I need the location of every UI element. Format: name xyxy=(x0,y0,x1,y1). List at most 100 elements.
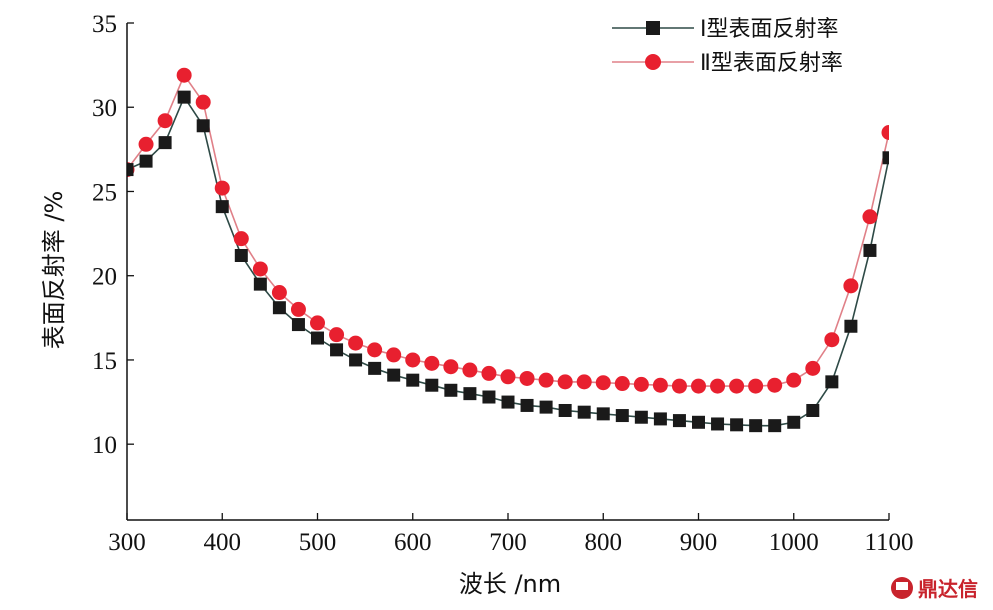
data-point-series-2 xyxy=(500,369,516,385)
axis-ticks: 300 400 500 600 700 800 900 1000 1100 10 15 20 25 30 3… xyxy=(92,11,914,556)
x-tick-label: 500 xyxy=(299,529,337,556)
data-point-series-2 xyxy=(538,372,554,388)
data-point-series-2 xyxy=(329,327,345,343)
data-point-series-2 xyxy=(557,374,573,390)
data-point-series-2 xyxy=(652,377,668,393)
watermark: 鼎达信 xyxy=(891,577,978,601)
data-point-series-2 xyxy=(710,378,726,394)
data-point-series-1 xyxy=(501,395,515,409)
x-tick-label: 900 xyxy=(680,529,718,556)
legend: Ⅰ型表面反射率 Ⅱ型表面反射率 xyxy=(612,17,843,76)
x-axis-label: 波长 /nm xyxy=(459,570,561,598)
data-point-series-2 xyxy=(614,376,630,392)
data-point-series-1 xyxy=(558,403,572,417)
legend-label-series-2: Ⅱ型表面反射率 xyxy=(700,51,843,76)
y-axis-label: 表面反射率 /% xyxy=(40,191,68,350)
data-point-series-2 xyxy=(214,180,230,196)
legend-label-series-1: Ⅰ型表面反射率 xyxy=(700,17,839,42)
data-point-series-1 xyxy=(672,414,686,428)
data-point-series-1 xyxy=(634,410,648,424)
data-point-series-1 xyxy=(196,119,210,133)
data-point-series-1 xyxy=(482,390,496,404)
data-point-series-2 xyxy=(310,315,325,331)
data-point-series-1 xyxy=(844,319,858,333)
y-tick-label: 10 xyxy=(92,432,117,459)
data-point-series-2 xyxy=(348,335,364,351)
data-point-series-2 xyxy=(176,67,192,83)
data-point-series-2 xyxy=(729,378,745,394)
x-tick-label: 400 xyxy=(204,529,242,556)
data-point-series-1 xyxy=(215,200,229,214)
data-point-series-1 xyxy=(463,387,477,401)
y-tick-label: 30 xyxy=(92,95,117,122)
data-point-series-1 xyxy=(577,405,591,419)
data-point-series-2 xyxy=(843,278,859,294)
data-point-series-2 xyxy=(671,378,687,394)
y-tick-label: 20 xyxy=(92,264,117,291)
data-point-series-1 xyxy=(692,415,705,429)
data-point-series-2 xyxy=(233,231,249,247)
data-point-series-2 xyxy=(290,301,306,317)
data-point-series-1 xyxy=(349,353,363,367)
data-point-series-1 xyxy=(806,403,820,417)
x-tick-label: 600 xyxy=(394,529,432,556)
data-point-series-1 xyxy=(596,407,610,421)
x-tick-label: 1100 xyxy=(864,529,913,556)
data-point-series-2 xyxy=(462,362,478,378)
data-point-series-1 xyxy=(787,415,801,429)
data-point-series-1 xyxy=(234,248,248,262)
watermark-text: 鼎达信 xyxy=(918,577,978,601)
x-tick-label: 700 xyxy=(489,529,527,556)
data-point-series-2 xyxy=(386,347,402,363)
data-point-series-1 xyxy=(311,331,324,345)
legend-circle-marker-icon xyxy=(645,54,661,70)
data-point-series-2 xyxy=(881,125,889,141)
data-point-series-2 xyxy=(519,370,535,386)
data-point-series-1 xyxy=(520,398,534,412)
data-point-series-1 xyxy=(653,412,667,426)
data-point-series-1 xyxy=(615,409,629,423)
data-point-series-2 xyxy=(748,378,764,394)
series-markers xyxy=(127,67,889,433)
y-tick-label: 15 xyxy=(92,348,117,375)
data-point-series-1 xyxy=(139,154,153,168)
data-point-series-1 xyxy=(539,400,553,414)
data-point-series-1 xyxy=(330,343,344,357)
data-point-series-2 xyxy=(443,359,459,375)
data-point-series-1 xyxy=(387,368,401,382)
data-point-series-2 xyxy=(481,365,497,381)
data-point-series-1 xyxy=(768,419,782,433)
data-point-series-1 xyxy=(711,417,725,431)
data-point-series-1 xyxy=(730,418,744,432)
data-point-series-1 xyxy=(272,301,286,315)
data-point-series-2 xyxy=(786,372,802,388)
data-point-series-2 xyxy=(767,377,783,393)
data-point-series-2 xyxy=(157,113,173,129)
data-point-series-2 xyxy=(576,374,592,390)
data-point-series-1 xyxy=(291,318,305,332)
data-point-series-2 xyxy=(824,332,840,348)
data-point-series-1 xyxy=(863,243,877,257)
data-point-series-2 xyxy=(424,355,440,371)
data-point-series-1 xyxy=(749,419,763,433)
data-point-series-2 xyxy=(138,136,154,152)
data-point-series-1 xyxy=(368,361,382,375)
data-point-series-2 xyxy=(595,375,611,391)
data-point-series-2 xyxy=(805,360,821,376)
data-point-series-1 xyxy=(425,378,439,392)
data-point-series-2 xyxy=(195,94,211,110)
data-point-series-1 xyxy=(825,375,839,389)
data-point-series-2 xyxy=(405,352,421,368)
data-point-series-1 xyxy=(882,151,889,165)
data-point-series-1 xyxy=(127,163,134,177)
data-point-series-1 xyxy=(406,373,420,387)
data-point-series-2 xyxy=(862,209,878,225)
data-point-series-2 xyxy=(367,342,383,358)
watermark-logo-inner xyxy=(896,582,908,590)
data-point-series-1 xyxy=(444,383,458,397)
data-point-series-2 xyxy=(252,261,268,277)
data-point-series-2 xyxy=(691,378,706,394)
data-point-series-1 xyxy=(158,136,172,150)
